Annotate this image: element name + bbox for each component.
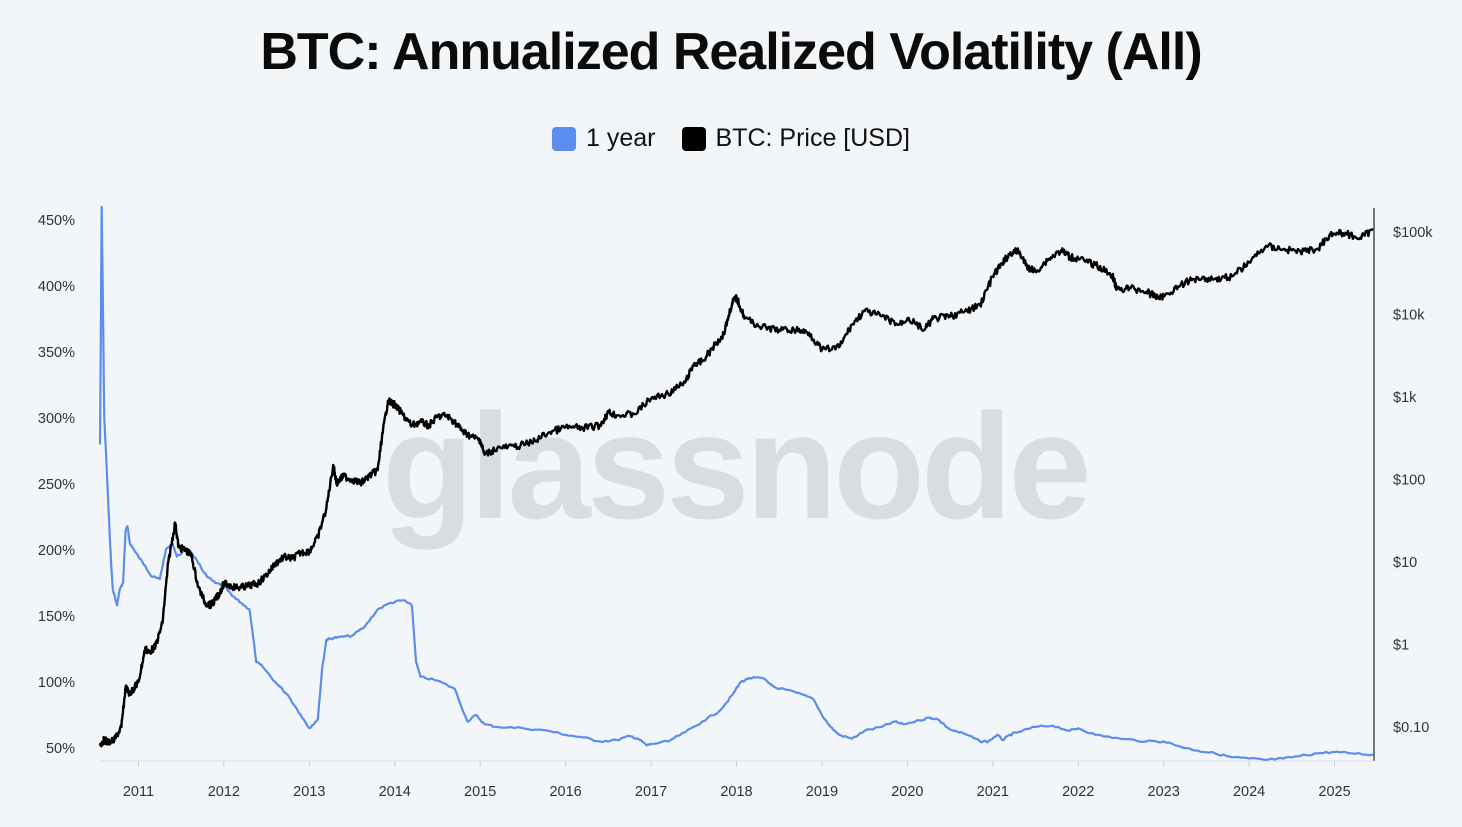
y-left-tick-label: 150%	[38, 609, 75, 625]
x-tick-label: 2015	[464, 784, 496, 800]
x-tick-label: 2018	[720, 784, 752, 800]
x-tick-label: 2019	[806, 784, 838, 800]
x-tick-label: 2016	[549, 784, 581, 800]
y-left-tick-label: 200%	[38, 543, 75, 559]
axes: 450% 400% 350% 300% 250% 200% 150% 100% 50% $100k…	[38, 208, 1433, 800]
x-tick-label: 2024	[1233, 784, 1265, 800]
watermark: glassnode	[382, 382, 1088, 550]
y-right-tick-label: $0.10	[1393, 720, 1429, 736]
x-tick-label: 2017	[635, 784, 667, 800]
y-left-tick-label: 50%	[46, 741, 75, 757]
legend-item-price[interactable]: BTC: Price [USD]	[681, 124, 910, 153]
y-left-tick-label: 250%	[38, 477, 75, 493]
y-left-tick-label: 450%	[38, 213, 75, 229]
legend-label-price: BTC: Price [USD]	[715, 124, 910, 152]
series-line-btc-price[interactable]	[98, 228, 1374, 748]
legend: 1 year BTC: Price [USD]	[0, 124, 1462, 153]
x-tick-label: 2022	[1062, 784, 1094, 800]
x-tick-label: 2014	[379, 784, 411, 800]
y-right-tick-label: $100	[1393, 473, 1425, 489]
y-right-tick-label: $1k	[1393, 390, 1417, 406]
x-tick-label: 2021	[977, 784, 1009, 800]
legend-label-volatility: 1 year	[586, 124, 656, 152]
legend-swatch-price	[681, 126, 706, 151]
legend-item-volatility[interactable]: 1 year	[552, 124, 656, 153]
y-right-tick-label: $10	[1393, 555, 1417, 571]
x-tick-label: 2023	[1148, 784, 1180, 800]
series-layer	[98, 205, 1374, 761]
x-tick-label: 2025	[1318, 784, 1350, 800]
x-tick-label: 2011	[123, 784, 154, 800]
y-left-tick-label: 400%	[38, 279, 75, 295]
x-tick-label: 2020	[891, 784, 923, 800]
legend-swatch-volatility	[552, 126, 577, 151]
x-tick-label: 2013	[293, 784, 325, 800]
chart-title: BTC: Annualized Realized Volatility (All…	[260, 23, 1202, 81]
y-right-tick-label: $1	[1393, 638, 1409, 654]
y-left-tick-label: 350%	[38, 345, 75, 361]
y-right-tick-label: $100k	[1393, 225, 1433, 241]
y-left-tick-label: 300%	[38, 411, 75, 427]
y-left-tick-label: 100%	[38, 675, 75, 691]
x-tick-label: 2012	[208, 784, 240, 800]
y-right-tick-label: $10k	[1393, 308, 1425, 324]
